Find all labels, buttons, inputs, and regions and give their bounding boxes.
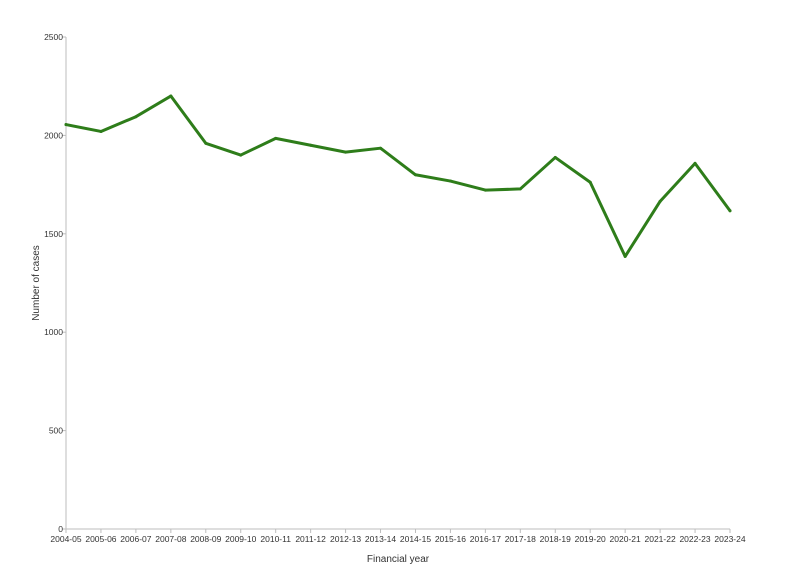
data-point (483, 188, 487, 192)
x-tick-label: 2017-18 (505, 534, 536, 544)
x-tick-label: 2013-14 (365, 534, 396, 544)
x-tick-label: 2014-15 (400, 534, 431, 544)
y-axis-ticks: 0 500 1000 1500 2000 2500 (44, 32, 66, 534)
x-tick-label: 2005-06 (85, 534, 116, 544)
series-line (64, 94, 732, 258)
data-point (99, 129, 103, 133)
x-tick-label: 2019-20 (575, 534, 606, 544)
x-tick-label: 2021-22 (645, 534, 676, 544)
x-tick-label: 2009-10 (225, 534, 256, 544)
x-tick-label: 2004-05 (50, 534, 81, 544)
y-tick-label: 1500 (44, 229, 63, 239)
x-tick-label: 2012-13 (330, 534, 361, 544)
y-tick-label: 500 (49, 426, 63, 436)
y-tick-label: 1000 (44, 327, 63, 337)
data-point (553, 155, 557, 159)
x-tick-label: 2022-23 (679, 534, 710, 544)
x-tick-label: 2011-12 (295, 534, 326, 544)
data-point (274, 136, 278, 140)
y-tick-label: 2000 (44, 130, 63, 140)
x-tick-label: 2007-08 (155, 534, 186, 544)
x-tick-label: 2006-07 (120, 534, 151, 544)
data-point (588, 180, 592, 184)
data-point (134, 115, 138, 119)
data-point (448, 179, 452, 183)
data-point (344, 150, 348, 154)
x-tick-label: 2016-17 (470, 534, 501, 544)
data-point (518, 187, 522, 191)
x-tick-label: 2008-09 (190, 534, 221, 544)
x-tick-label: 2015-16 (435, 534, 466, 544)
data-point (658, 199, 662, 203)
y-axis-title: Number of cases (31, 245, 42, 321)
y-tick-label: 0 (58, 524, 63, 534)
x-tick-label: 2020-21 (610, 534, 641, 544)
data-point (379, 146, 383, 150)
x-tick-label: 2010-11 (260, 534, 291, 544)
data-point (309, 143, 313, 147)
data-point (64, 123, 68, 127)
data-point (204, 141, 208, 145)
x-axis-ticks: 2004-05 2005-06 2006-07 2007-08 2008-09 2009-… (50, 529, 746, 544)
data-point (693, 161, 697, 165)
x-tick-label: 2023-24 (714, 534, 745, 544)
x-tick-label: 2018-19 (540, 534, 571, 544)
axes (65, 37, 730, 530)
data-point (169, 94, 173, 98)
data-point (413, 173, 417, 177)
data-point (239, 153, 243, 157)
data-point (728, 209, 732, 213)
series-group (64, 94, 732, 258)
x-axis-title: Financial year (367, 554, 430, 565)
y-tick-label: 2500 (44, 32, 63, 42)
data-point (623, 254, 627, 258)
